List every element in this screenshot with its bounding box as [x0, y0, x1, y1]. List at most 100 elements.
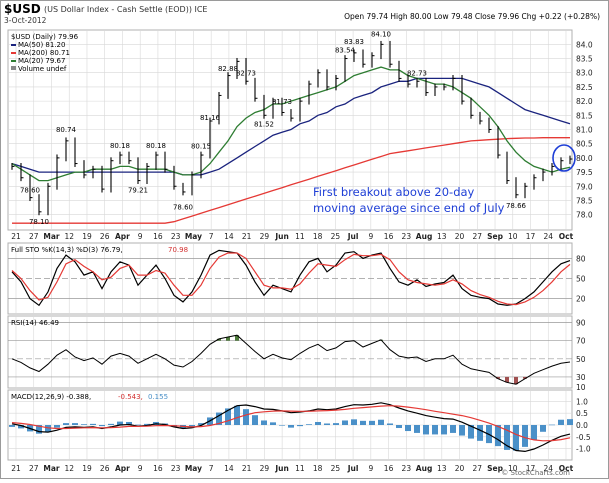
price-y-tick-label: 81.5 [576, 111, 593, 120]
x-tick-label-bottom: 9 [138, 464, 143, 473]
x-tick-label-top: 23 [402, 232, 412, 241]
price-y-tick-label: 83.5 [576, 55, 593, 64]
macd-histogram-bar [135, 424, 141, 426]
price-label: 78.60 [20, 187, 40, 195]
macd-signal-value: -0.543, [118, 393, 143, 401]
macd-histogram-bar [423, 425, 429, 435]
price-label: 81.16 [200, 114, 221, 122]
price-label: 80.18 [146, 142, 166, 150]
macd-y-tick-label: 1.0 [576, 397, 588, 406]
macd-histogram-bar [81, 424, 87, 425]
price-legend: $USD (Daily) 79.96 MA(50) 81.20 MA(200) … [11, 33, 79, 73]
price-label: 82.73 [236, 69, 256, 77]
macd-y-tick-label: 0.0 [576, 421, 588, 430]
macd-histogram-bar [351, 419, 357, 425]
price-label: 83.54 [335, 46, 356, 54]
x-tick-label-bottom: 24 [543, 464, 553, 473]
macd-histogram-bar [225, 408, 231, 425]
macd-histogram-bar [567, 419, 573, 425]
ma20-line [11, 66, 571, 182]
macd-histogram-bar [108, 423, 114, 425]
x-tick-label-bottom: 13 [437, 464, 447, 473]
macd-histogram-bar [441, 425, 447, 435]
macd-histogram-bar [513, 425, 519, 451]
x-tick-label-top: 20 [455, 232, 465, 241]
rsi-label: RSI(14) 46.49 [11, 319, 59, 327]
x-tick-label-top: Apr [115, 232, 130, 241]
macd-histogram-bar [288, 425, 294, 428]
x-tick-label-top: 17 [526, 232, 536, 241]
x-tick-label-bottom: 9 [368, 464, 373, 473]
x-tick-label-top: 10 [508, 232, 518, 241]
rsi-series [11, 334, 571, 385]
x-tick-label-top: 7 [209, 232, 214, 241]
x-tick-label-bottom: 25 [331, 464, 341, 473]
price-label: 78.10 [29, 218, 49, 226]
macd-y-tick-label: -0.5 [576, 433, 591, 442]
symbol-description: (US Dollar Index - Cash Settle (EOD)) IC… [44, 5, 207, 14]
price-y-tick-label: 81.0 [576, 126, 593, 135]
x-tick-label-top: 16 [153, 232, 163, 241]
x-tick-label-bottom: Jul [347, 464, 359, 473]
price-y-tick-label: 84.0 [576, 40, 593, 49]
rsi-y-tick-label: 70 [576, 337, 586, 346]
x-tick-label-top: 13 [437, 232, 447, 241]
macd-histogram-bar [144, 423, 150, 425]
macd-histogram-bar [117, 421, 123, 425]
price-y-tick-label: 83.0 [576, 69, 593, 78]
macd-histogram-bar [504, 425, 510, 450]
stochastic-y-tick-label: 20 [576, 295, 586, 304]
macd-histogram-bar [378, 419, 384, 425]
x-tick-label-top: 18 [313, 232, 323, 241]
x-tick-label-bottom: 7 [209, 464, 214, 473]
x-tick-label-bottom: 27 [29, 464, 39, 473]
price-series [11, 40, 573, 224]
macd-histogram-bar [261, 420, 267, 425]
price-label: 78.66 [506, 202, 527, 210]
macd-histogram-bar [279, 425, 285, 426]
rsi-y-tick-label: 90 [576, 319, 586, 328]
legend-volume: Volume undef [18, 65, 67, 73]
x-tick-label-bottom: Aug [416, 464, 433, 473]
price-y-tick-label: 82.0 [576, 97, 593, 106]
stochastic-value-d: 70.98 [168, 246, 188, 254]
legend-volume-swatch [11, 66, 16, 70]
macd-histogram-bar [468, 425, 474, 439]
x-tick-label-bottom: 16 [384, 464, 394, 473]
macd-histogram-bar [297, 425, 303, 427]
x-tick-label-top: May [185, 232, 202, 241]
x-tick-label-top: Sep [487, 232, 503, 241]
grid-lines [8, 30, 572, 460]
stochastic-series [11, 249, 571, 307]
macd-histogram-bar [54, 425, 60, 428]
macd-histogram-value: 0.155 [148, 393, 168, 401]
ma200-line [12, 137, 570, 224]
x-tick-label-top: Jul [347, 232, 359, 241]
macd-y-tick-label: -1.0 [576, 445, 591, 454]
macd-histogram-bar [459, 425, 465, 436]
price-label: 83.83 [344, 38, 364, 46]
chart-date: 3-Oct-2012 [4, 16, 47, 25]
x-tick-label-bottom: 17 [526, 464, 536, 473]
macd-histogram-bar [189, 425, 195, 427]
macd-histogram-bar [387, 423, 393, 425]
macd-histogram-bar [315, 421, 321, 425]
rsi-line [11, 334, 571, 385]
macd-histogram-bar [405, 425, 411, 432]
macd-histogram-bar [18, 425, 24, 429]
legend-ma200: MA(200) 80.71 [18, 49, 70, 57]
macd-series [9, 402, 573, 453]
x-tick-label-bottom: 27 [473, 464, 483, 473]
price-label: 78.60 [173, 204, 193, 212]
macd-histogram-bar [414, 425, 420, 433]
x-tick-label-top: 14 [224, 232, 234, 241]
x-tick-label-top: 9 [138, 232, 143, 241]
macd-histogram-bar [270, 422, 276, 425]
macd-histogram-bar [396, 425, 402, 429]
x-tick-label-top: 9 [368, 232, 373, 241]
macd-histogram-bar [234, 405, 240, 425]
price-label: 81.52 [254, 121, 274, 129]
price-y-tick-label: 82.5 [576, 83, 593, 92]
x-tick-label-bottom: 12 [64, 464, 74, 473]
macd-histogram-bar [99, 425, 105, 427]
